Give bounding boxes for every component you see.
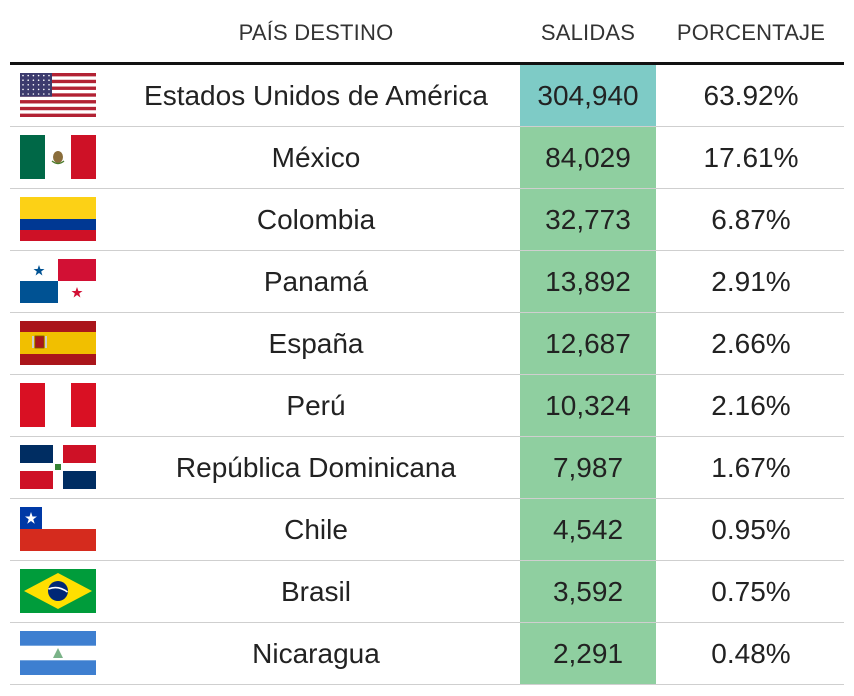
row-divider — [10, 560, 844, 561]
table-row: México 84,029 17.61% — [10, 127, 844, 189]
row-divider — [10, 250, 844, 251]
porcentaje-value: 1.67% — [711, 452, 791, 483]
flag-chile-icon — [20, 507, 96, 551]
flag-nicaragua-icon — [20, 631, 96, 675]
table-row: España 12,687 2.66% — [10, 313, 844, 375]
flag-panama-icon — [20, 259, 96, 303]
row-divider — [10, 126, 844, 127]
table-row: Panamá 13,892 2.91% — [10, 251, 844, 313]
flag-mexico-icon — [20, 135, 96, 179]
salidas-value: 2,291 — [520, 623, 656, 685]
salidas-value: 32,773 — [520, 189, 656, 251]
table-header: PAÍS DESTINO SALIDAS PORCENTAJE — [10, 0, 844, 62]
country-name: Chile — [284, 514, 348, 545]
salidas-value: 12,687 — [520, 313, 656, 375]
salidas-value: 304,940 — [520, 65, 656, 127]
table-row: Chile 4,542 0.95% — [10, 499, 844, 561]
country-name: México — [271, 142, 361, 173]
porcentaje-value: 2.66% — [711, 328, 791, 359]
flag-brazil-icon — [20, 569, 96, 613]
flag-colombia-icon — [20, 197, 96, 241]
table-row: República Dominicana 7,987 1.67% — [10, 437, 844, 499]
porcentaje-value: 2.16% — [711, 390, 791, 421]
porcentaje-value: 0.95% — [711, 514, 791, 545]
porcentaje-value: 6.87% — [711, 204, 791, 235]
country-name: España — [268, 328, 364, 359]
table-row: Estados Unidos de América 304,940 63.92% — [10, 65, 844, 127]
flag-dominican-republic-icon — [20, 445, 96, 489]
column-header-country: PAÍS DESTINO — [238, 20, 394, 45]
porcentaje-value: 17.61% — [703, 142, 799, 173]
table-row: Brasil 3,592 0.75% — [10, 561, 844, 623]
porcentaje-value: 0.48% — [711, 638, 791, 669]
row-divider — [10, 622, 844, 623]
porcentaje-value: 2.91% — [711, 266, 791, 297]
row-divider — [10, 436, 844, 437]
flag-spain-icon — [20, 321, 96, 365]
column-header-porcentaje: PORCENTAJE — [676, 20, 826, 45]
column-header-salidas: SALIDAS — [540, 20, 636, 45]
salidas-value: 3,592 — [520, 561, 656, 623]
country-name: Brasil — [280, 576, 351, 607]
country-name: Estados Unidos de América — [144, 80, 488, 111]
country-name: Nicaragua — [252, 638, 380, 669]
salidas-value: 7,987 — [520, 437, 656, 499]
table-row: Nicaragua 2,291 0.48% — [10, 623, 844, 685]
row-divider — [10, 188, 844, 189]
salidas-value: 13,892 — [520, 251, 656, 313]
salidas-value: 10,324 — [520, 375, 656, 437]
porcentaje-value: 63.92% — [703, 80, 799, 111]
country-name: Colombia — [256, 204, 376, 235]
flag-usa-icon — [20, 73, 96, 117]
country-name: Perú — [286, 390, 346, 421]
salidas-value: 84,029 — [520, 127, 656, 189]
header-divider — [10, 62, 844, 65]
row-divider — [10, 684, 844, 685]
table-row: Perú 10,324 2.16% — [10, 375, 844, 437]
row-divider — [10, 312, 844, 313]
flag-peru-icon — [20, 383, 96, 427]
country-name: República Dominicana — [175, 452, 457, 483]
country-name: Panamá — [263, 266, 369, 297]
porcentaje-value: 0.75% — [711, 576, 791, 607]
salidas-value: 4,542 — [520, 499, 656, 561]
row-divider — [10, 374, 844, 375]
row-divider — [10, 498, 844, 499]
table-row: Colombia 32,773 6.87% — [10, 189, 844, 251]
